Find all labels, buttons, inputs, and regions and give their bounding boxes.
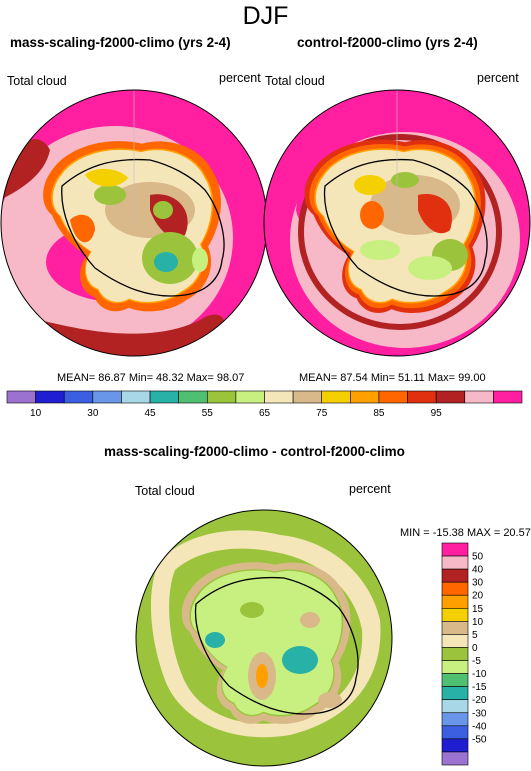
diff-panel-title: mass-scaling-f2000-climo - control-f2000… — [104, 444, 405, 459]
colorbar-tick-label: -30 — [472, 708, 487, 719]
diff-stats: MIN = -15.38 MAX = 20.57 — [400, 527, 531, 539]
top-colorbar: 10 30 45 55 65 75 85 95 — [6, 390, 523, 419]
colorbar-tick-label: 15 — [472, 604, 484, 615]
diff-variable-label: Total cloud — [135, 484, 195, 498]
colorbar-tick-label: 0 — [472, 643, 478, 654]
colorbar-tick-label: 85 — [373, 408, 385, 419]
colorbar-tick-label: -5 — [472, 656, 481, 667]
colorbar-tick-label: 10 — [472, 617, 484, 628]
colorbar-swatch — [441, 686, 469, 701]
colorbar-swatch — [35, 390, 65, 404]
colorbar-tick-label: 65 — [259, 408, 271, 419]
colorbar-tick-label: -10 — [472, 669, 487, 680]
colorbar-swatch — [441, 634, 469, 648]
colorbar-swatch — [441, 660, 469, 674]
right-stats: MEAN= 87.54 Min= 51.11 Max= 99.00 — [299, 372, 486, 384]
colorbar-tick-label: 50 — [472, 552, 484, 563]
colorbar-swatch — [178, 390, 208, 404]
colorbar-swatch — [378, 390, 408, 404]
colorbar-tick-label: 5 — [472, 630, 478, 641]
left-map — [1, 90, 267, 356]
colorbar-tick-label: 20 — [472, 591, 484, 602]
colorbar-swatch — [235, 390, 265, 404]
colorbar-tick-label: -40 — [472, 721, 487, 732]
colorbar-swatch — [441, 555, 469, 570]
colorbar-swatch — [441, 751, 469, 766]
colorbar-swatch — [407, 390, 437, 404]
colorbar-swatch — [441, 725, 469, 740]
colorbar-tick-label: 95 — [431, 408, 443, 419]
colorbar-swatch — [441, 594, 469, 609]
colorbar-tick-label: 55 — [202, 408, 214, 419]
colorbar-tick-label: -50 — [472, 734, 487, 745]
left-panel-title: mass-scaling-f2000-climo (yrs 2-4) — [10, 35, 231, 50]
colorbar-swatch — [206, 390, 237, 404]
colorbar-swatch — [441, 647, 469, 661]
colorbar-swatch — [149, 390, 179, 404]
colorbar-tick-label: 10 — [30, 408, 42, 419]
colorbar-tick-label: 75 — [316, 408, 328, 419]
colorbar-tick-label: 30 — [472, 578, 484, 589]
right-variable-label: Total cloud — [265, 74, 325, 88]
right-units-label: percent — [477, 71, 519, 85]
left-variable-label: Total cloud — [7, 74, 67, 88]
colorbar-swatch — [264, 390, 294, 404]
colorbar-swatch — [435, 390, 466, 404]
colorbar-swatch — [321, 390, 351, 404]
colorbar-tick-label: -15 — [472, 682, 487, 693]
colorbar-swatch — [441, 738, 469, 753]
colorbar-tick-label: 30 — [87, 408, 99, 419]
colorbar-swatch — [441, 581, 469, 596]
diff-units-label: percent — [349, 482, 391, 496]
colorbar-swatch — [292, 390, 323, 404]
colorbar-swatch — [92, 390, 122, 404]
colorbar-tick-label: -20 — [472, 695, 487, 706]
page-title: DJF — [242, 2, 289, 30]
right-panel-title: control-f2000-climo (yrs 2-4) — [297, 35, 478, 50]
colorbar-swatch — [441, 699, 469, 714]
colorbar-swatch — [441, 712, 469, 727]
right-map — [264, 90, 530, 356]
colorbar-swatch — [441, 542, 469, 557]
colorbar-swatch — [464, 390, 494, 404]
colorbar-swatch — [6, 390, 36, 404]
colorbar-swatch — [441, 673, 469, 687]
colorbar-swatch — [63, 390, 94, 404]
colorbar-swatch — [493, 390, 523, 404]
colorbar-tick-label: 45 — [144, 408, 156, 419]
left-units-label: percent — [219, 71, 261, 85]
diff-map — [136, 510, 392, 766]
colorbar-swatch — [441, 607, 469, 622]
left-stats: MEAN= 86.87 Min= 48.32 Max= 98.07 — [57, 372, 245, 384]
colorbar-tick-label: 40 — [472, 565, 484, 576]
colorbar-swatch — [350, 390, 380, 404]
colorbar-swatch — [441, 621, 469, 635]
colorbar-swatch — [121, 390, 151, 404]
colorbar-swatch — [441, 568, 469, 583]
